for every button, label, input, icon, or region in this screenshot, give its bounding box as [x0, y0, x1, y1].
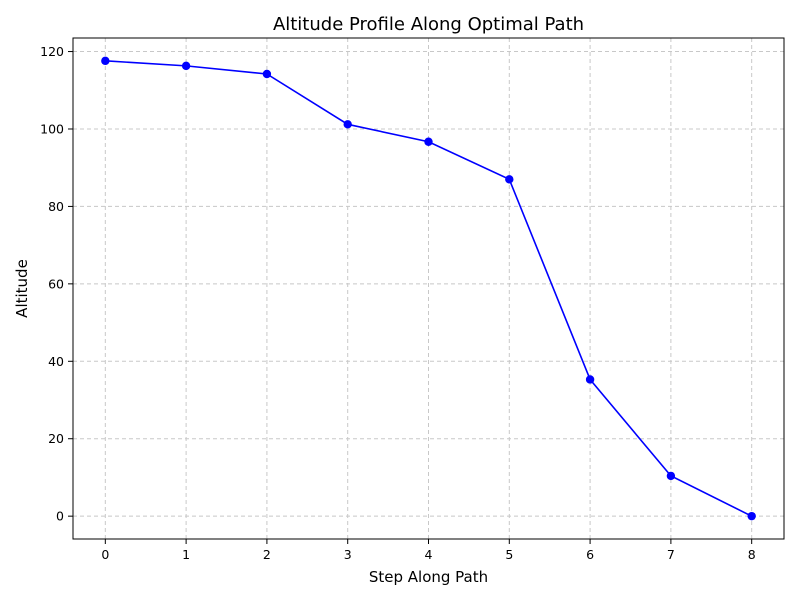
x-tick-label: 7	[667, 547, 675, 562]
x-tick-label: 2	[263, 547, 271, 562]
x-tick-label: 6	[586, 547, 594, 562]
x-tick-label: 0	[101, 547, 109, 562]
y-tick-label: 40	[48, 354, 64, 369]
x-tick-label: 3	[344, 547, 352, 562]
y-tick-label: 80	[48, 199, 64, 214]
data-point	[181, 61, 191, 71]
data-point	[101, 56, 110, 66]
x-axis: 0 1 2 3 4 5 6 7 8	[101, 539, 756, 562]
y-tick-label: 100	[40, 121, 64, 136]
data-point	[747, 511, 756, 521]
chart-title: Altitude Profile Along Optimal Path	[273, 14, 584, 35]
x-axis-label: Step Along Path	[369, 568, 488, 586]
data-point	[343, 120, 352, 129]
y-tick-label: 120	[40, 44, 64, 59]
x-tick-label: 5	[505, 547, 513, 562]
data-point	[666, 471, 676, 481]
x-tick-label: 4	[425, 547, 433, 562]
y-tick-label: 20	[48, 431, 64, 446]
y-axis-label: Altitude	[13, 259, 31, 318]
y-tick-label: 60	[48, 276, 64, 291]
y-tick-label: 0	[56, 509, 64, 524]
x-tick-label: 1	[182, 547, 190, 562]
x-tick-label: 8	[748, 547, 756, 562]
plot-frame	[72, 37, 785, 540]
grid	[73, 38, 784, 539]
data-point	[585, 375, 595, 384]
y-axis: 0 20 40 60 80 100 120	[40, 44, 73, 524]
series-line-group	[101, 56, 756, 521]
data-point	[505, 175, 514, 184]
data-point	[262, 69, 272, 79]
data-point	[424, 137, 433, 146]
